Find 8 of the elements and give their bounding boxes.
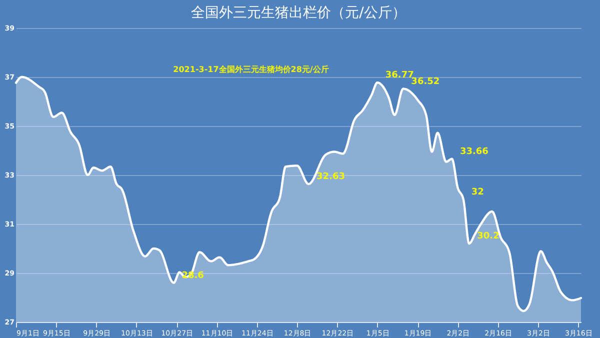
annotation: 32 [471,188,484,198]
annotation: 33.66 [460,146,488,157]
annotation: 36.52 [411,76,440,87]
chart-title: 全国外三元生猪出栏价（元/公斤） [191,5,406,21]
annotation: 32.63 [316,172,346,182]
annotation: 30.2 [477,232,500,242]
annotation: 28.6 [182,270,204,281]
annotation: 2021-3-17全国外三元生猪均价28元/公斤 [173,65,329,74]
